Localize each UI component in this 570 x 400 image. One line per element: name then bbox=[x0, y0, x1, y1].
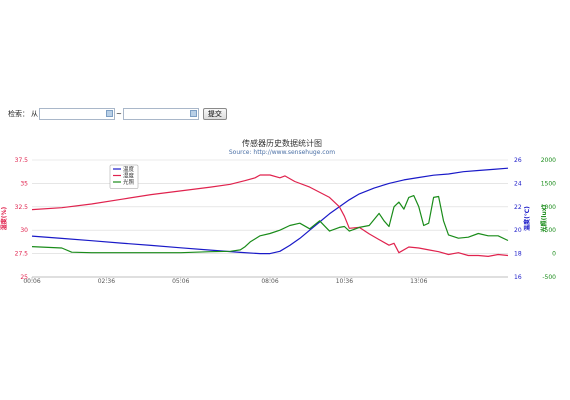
grid bbox=[32, 159, 508, 278]
y-tick-label-hum: 35 bbox=[20, 180, 28, 187]
x-tick-label: 00:06 bbox=[23, 278, 40, 285]
axes: 00:06 02:36 05:06 08:06 10:36 13:06 25 27.5 30 32… bbox=[0, 157, 556, 285]
from-date-input[interactable] bbox=[39, 108, 115, 120]
calendar-icon[interactable] bbox=[106, 110, 113, 117]
search-bar: 检索： 从 ~ 提交 bbox=[8, 108, 227, 120]
y-axis-title-light: 光照(lux) bbox=[540, 204, 548, 233]
search-label: 检索： bbox=[8, 110, 29, 118]
x-tick-label: 05:06 bbox=[172, 278, 189, 285]
y-axis-title-temp: 温度(℃) bbox=[523, 206, 531, 231]
y-tick-label-temp: 16 bbox=[514, 274, 522, 281]
y-tick-label-hum: 37.5 bbox=[15, 157, 29, 164]
y-tick-label-hum: 30 bbox=[20, 227, 28, 234]
chart-title: 传感器历史数据统计图 bbox=[242, 138, 322, 148]
y-tick-label-light: 500 bbox=[545, 227, 557, 234]
submit-button[interactable]: 提交 bbox=[202, 108, 227, 120]
chart-subtitle: Source: http://www.sensehuge.com bbox=[229, 149, 335, 156]
y-tick-label-temp: 18 bbox=[514, 251, 522, 258]
legend-label: 光照 bbox=[123, 178, 135, 186]
y-tick-label-light: 1500 bbox=[541, 180, 556, 187]
legend-box bbox=[109, 164, 139, 189]
x-tick-label: 10:36 bbox=[336, 278, 353, 285]
series-line-hum bbox=[31, 174, 509, 258]
calendar-icon[interactable] bbox=[189, 110, 197, 117]
series-group bbox=[31, 167, 509, 258]
y-tick-label-hum: 25 bbox=[20, 274, 28, 281]
to-label: ~ bbox=[116, 110, 122, 118]
from-label: 从 bbox=[31, 110, 38, 118]
series-line-light bbox=[31, 194, 509, 254]
legend-label: 温度 bbox=[123, 165, 135, 173]
x-tick-label: 13:06 bbox=[410, 278, 427, 285]
series-line-temp bbox=[31, 167, 509, 255]
y-tick-label-light: 2000 bbox=[541, 157, 556, 164]
y-tick-label-light: 0 bbox=[552, 251, 556, 258]
y-tick-label-light: -500 bbox=[542, 274, 556, 281]
sensor-history-chart: 传感器历史数据统计图 Source: http://www.sensehuge.… bbox=[0, 138, 556, 285]
y-tick-label-light: 1000 bbox=[541, 204, 556, 211]
y-axis-title-hum: 湿度(%) bbox=[0, 206, 8, 230]
y-tick-label-hum: 32.5 bbox=[15, 204, 29, 211]
y-tick-label-hum: 27.5 bbox=[15, 251, 29, 258]
to-date-input[interactable] bbox=[122, 108, 199, 120]
legend-label: 湿度 bbox=[123, 172, 135, 180]
y-tick-label-temp: 26 bbox=[514, 157, 522, 164]
y-tick-label-temp: 20 bbox=[514, 227, 522, 234]
x-tick-label: 02:36 bbox=[98, 278, 115, 285]
y-tick-label-temp: 24 bbox=[514, 180, 522, 187]
x-tick-label: 08:06 bbox=[261, 278, 278, 285]
y-tick-label-temp: 22 bbox=[514, 204, 522, 211]
